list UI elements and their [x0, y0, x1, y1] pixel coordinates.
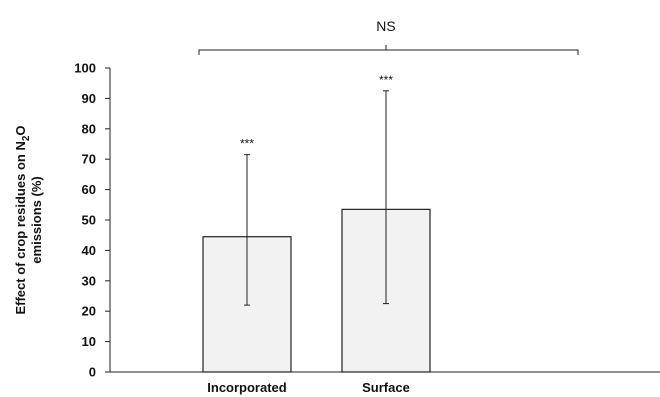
y-tick-label: 30 — [82, 273, 96, 288]
y-tick-label: 40 — [82, 243, 96, 258]
significance-labels: *** *** — [240, 73, 393, 151]
y-tick-label: 50 — [82, 213, 96, 228]
category-labels: Incorporated Surface — [207, 380, 410, 395]
bars — [202, 208, 431, 373]
y-tick-label: 90 — [82, 91, 96, 106]
y-axis-title-line1: Effect of crop residues on N2O — [13, 125, 32, 314]
y-axis-title-line2: emissions (%) — [29, 176, 44, 263]
y-axis-title-text: Effect of crop residues on N — [13, 141, 28, 314]
y-tick-label: 20 — [82, 304, 96, 319]
y-tick-label: 60 — [82, 182, 96, 197]
y-tick-label: 100 — [74, 61, 96, 76]
category-label: Surface — [362, 380, 410, 395]
y-axis: 0 10 20 30 40 50 60 70 80 90 100 — [74, 61, 111, 380]
significance-label: *** — [379, 73, 393, 87]
y-axis-title: Effect of crop residues on N2O emissions… — [13, 125, 44, 314]
comparison-bracket — [198, 45, 579, 55]
significance-label: *** — [240, 137, 254, 151]
y-tick-label: 70 — [82, 152, 96, 167]
error-bars — [244, 90, 389, 306]
y-tick-label: 80 — [82, 121, 96, 136]
y-tick-label: 0 — [89, 365, 96, 380]
category-label: Incorporated — [207, 380, 287, 395]
y-axis-title-suffix: O — [13, 125, 28, 135]
comparison-label: NS — [376, 18, 395, 34]
y-axis-title-subscript: 2 — [21, 135, 32, 141]
y-tick-label: 10 — [82, 334, 96, 349]
bracket-line — [198, 49, 579, 55]
